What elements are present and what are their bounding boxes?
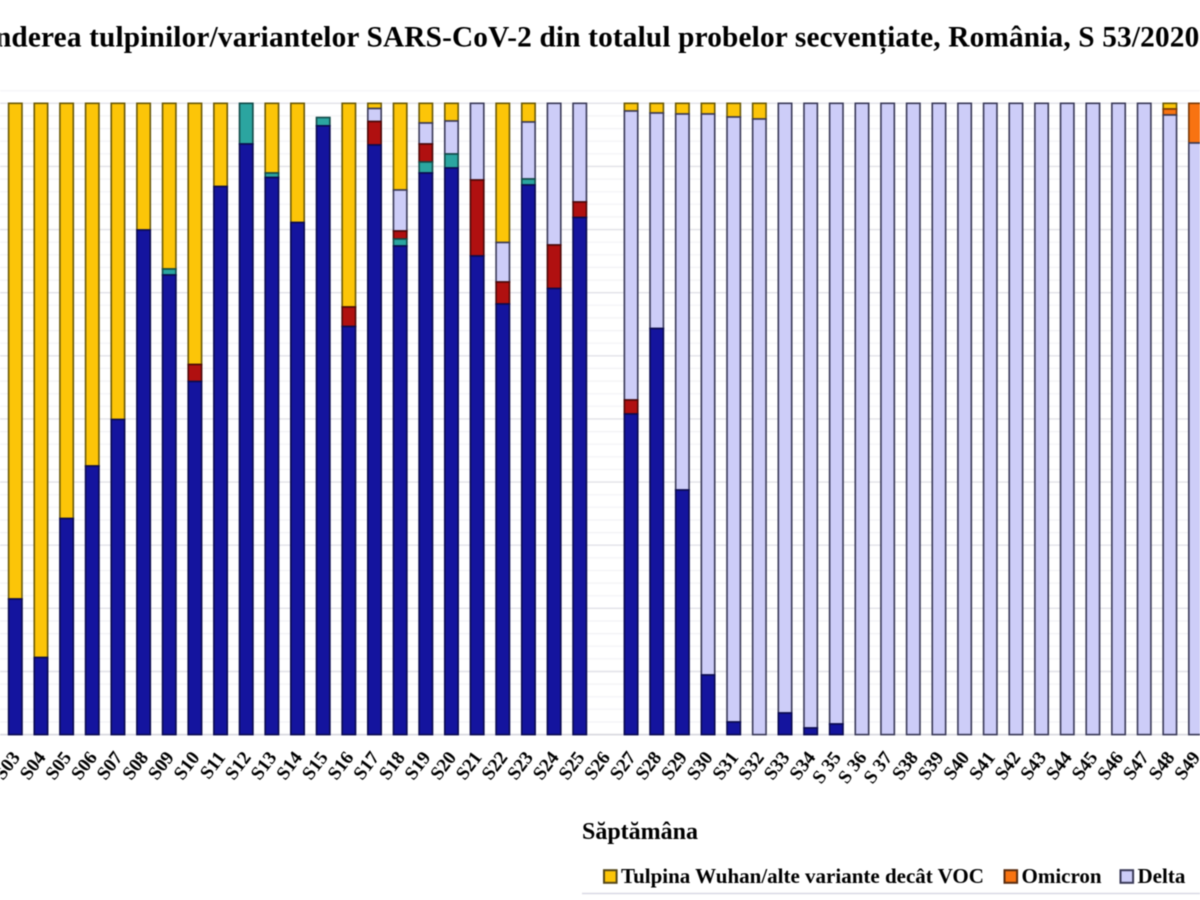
svg-text:Ponderea tulpinilor/variantelo: Ponderea tulpinilor/variantelor SARS-CoV… (0, 22, 1200, 55)
svg-text:Săptămâna: Săptămâna (582, 819, 698, 845)
svg-text:Delta: Delta (1138, 864, 1186, 888)
svg-text:Tulpina Wuhan/alte variante de: Tulpina Wuhan/alte variante decât VOC (621, 864, 984, 888)
svg-text:Omicron: Omicron (1022, 864, 1102, 888)
